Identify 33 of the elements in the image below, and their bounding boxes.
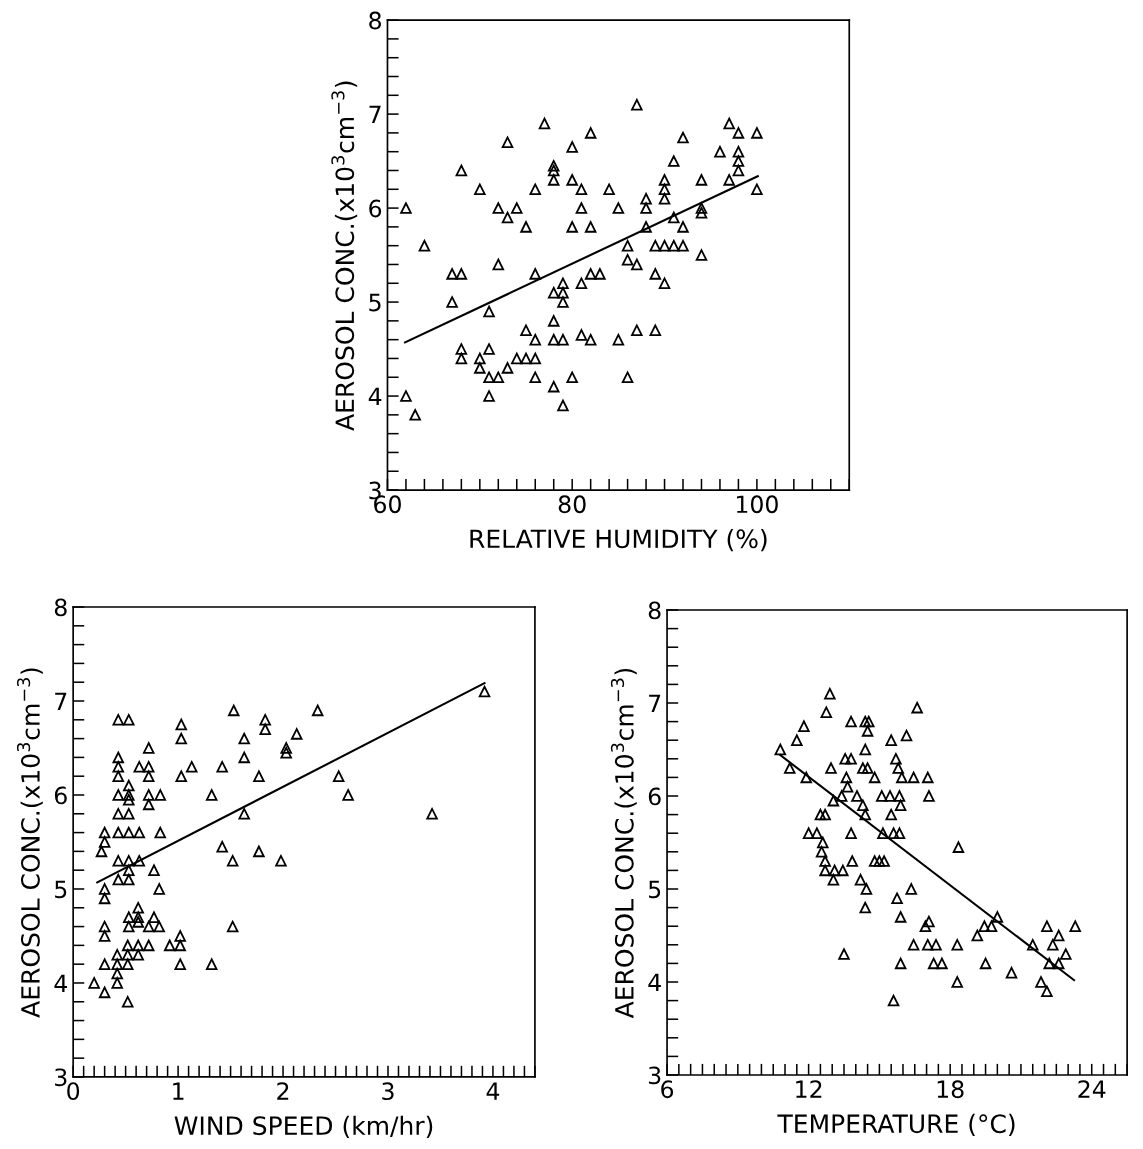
- y-tick-label: 8: [648, 601, 661, 620]
- x-axis-title: TEMPERATURE (°C): [777, 1113, 1015, 1137]
- y-tick-label: 4: [648, 973, 661, 991]
- x-tick-label: 6: [661, 1080, 674, 1099]
- x-tick-label: 24: [1078, 1080, 1106, 1098]
- x-tick-label: 12: [796, 1080, 822, 1098]
- y-tick-label: 4: [368, 387, 382, 406]
- y-tick-label: 4: [54, 974, 67, 992]
- y-tick-label: 5: [369, 293, 381, 312]
- y-axis-title: AEROSOL CONC.(x10$^{3}$cm$^{−3}$): [16, 668, 43, 1018]
- y-tick-label: 6: [54, 786, 67, 805]
- y-axis-title: AEROSOL CONC.(x10$^{3}$cm$^{−3}$): [331, 81, 358, 431]
- y-tick-label: 8: [54, 598, 67, 617]
- y-tick-label: 7: [649, 694, 661, 712]
- y-tick-label: 7: [369, 105, 381, 124]
- x-axis-title: RELATIVE HUMIDITY (%): [470, 528, 767, 552]
- x-tick-label: 0: [67, 1082, 80, 1101]
- x-axis-title: WIND SPEED (km/hr): [174, 1115, 433, 1139]
- x-tick-label: 100: [736, 495, 778, 514]
- x-tick-label: 18: [937, 1080, 964, 1099]
- y-axis-title: AEROSOL CONC.(x10$^{3}$cm$^{−3}$): [610, 668, 637, 1019]
- x-tick-label: 1: [173, 1082, 184, 1100]
- y-tick-label: 6: [369, 199, 382, 218]
- x-tick-label: 80: [558, 495, 586, 514]
- y-tick-label: 5: [648, 880, 661, 899]
- x-tick-label: 3: [382, 1082, 394, 1101]
- y-tick-label: 7: [55, 692, 67, 710]
- x-tick-label: 4: [486, 1082, 500, 1100]
- y-tick-label: 5: [55, 880, 67, 899]
- y-tick-label: 3: [648, 1066, 661, 1085]
- x-tick-label: 2: [277, 1082, 289, 1100]
- y-tick-label: 8: [369, 11, 381, 30]
- y-tick-label: 6: [648, 787, 661, 806]
